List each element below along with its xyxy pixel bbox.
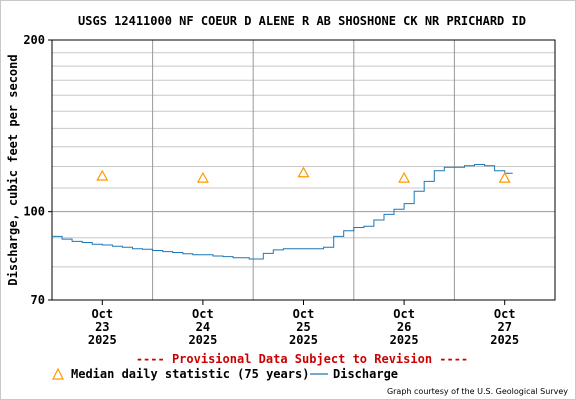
- x-tick-label: 27: [497, 320, 511, 334]
- x-tick-label: 26: [397, 320, 411, 334]
- discharge-line: [52, 164, 513, 260]
- median-marker: [196, 171, 209, 183]
- y-tick-label: 100: [23, 205, 45, 219]
- legend-median-label: Median daily statistic (75 years): [71, 367, 309, 381]
- median-marker: [297, 166, 310, 178]
- x-tick-label: 25: [296, 320, 310, 334]
- y-axis-label: Discharge, cubic feet per second: [6, 54, 20, 285]
- x-tick-label: 2025: [188, 333, 217, 347]
- y-tick-label: 70: [31, 293, 45, 307]
- median-marker: [96, 169, 109, 181]
- x-tick-label: 2025: [490, 333, 519, 347]
- x-tick-label: 2025: [390, 333, 419, 347]
- series-layer: [52, 164, 513, 260]
- provisional-notice: ---- Provisional Data Subject to Revisio…: [136, 352, 468, 366]
- x-axis: Oct232025Oct242025Oct252025Oct262025Oct2…: [88, 300, 519, 347]
- credit-text: Graph courtesy of the U.S. Geological Su…: [387, 387, 568, 396]
- x-tick-label: Oct: [293, 307, 315, 321]
- x-tick-label: Oct: [91, 307, 113, 321]
- y-axis: 70 100 200: [23, 33, 52, 307]
- x-tick-label: 24: [196, 320, 210, 334]
- x-tick-label: 23: [95, 320, 109, 334]
- median-marker: [498, 171, 511, 183]
- y-tick-label: 200: [23, 33, 45, 47]
- legend: Median daily statistic (75 years) Discha…: [52, 367, 398, 381]
- grid: [52, 40, 555, 300]
- plot-area: [51, 39, 556, 301]
- x-tick-label: Oct: [393, 307, 415, 321]
- legend-discharge-label: Discharge: [333, 367, 398, 381]
- x-tick-label: Oct: [494, 307, 516, 321]
- legend-median-marker: [52, 367, 64, 380]
- chart-title: USGS 12411000 NF COEUR D ALENE R AB SHOS…: [78, 14, 526, 28]
- median-marker: [398, 171, 411, 183]
- x-tick-label: 2025: [88, 333, 117, 347]
- x-tick-label: Oct: [192, 307, 214, 321]
- x-tick-label: 2025: [289, 333, 318, 347]
